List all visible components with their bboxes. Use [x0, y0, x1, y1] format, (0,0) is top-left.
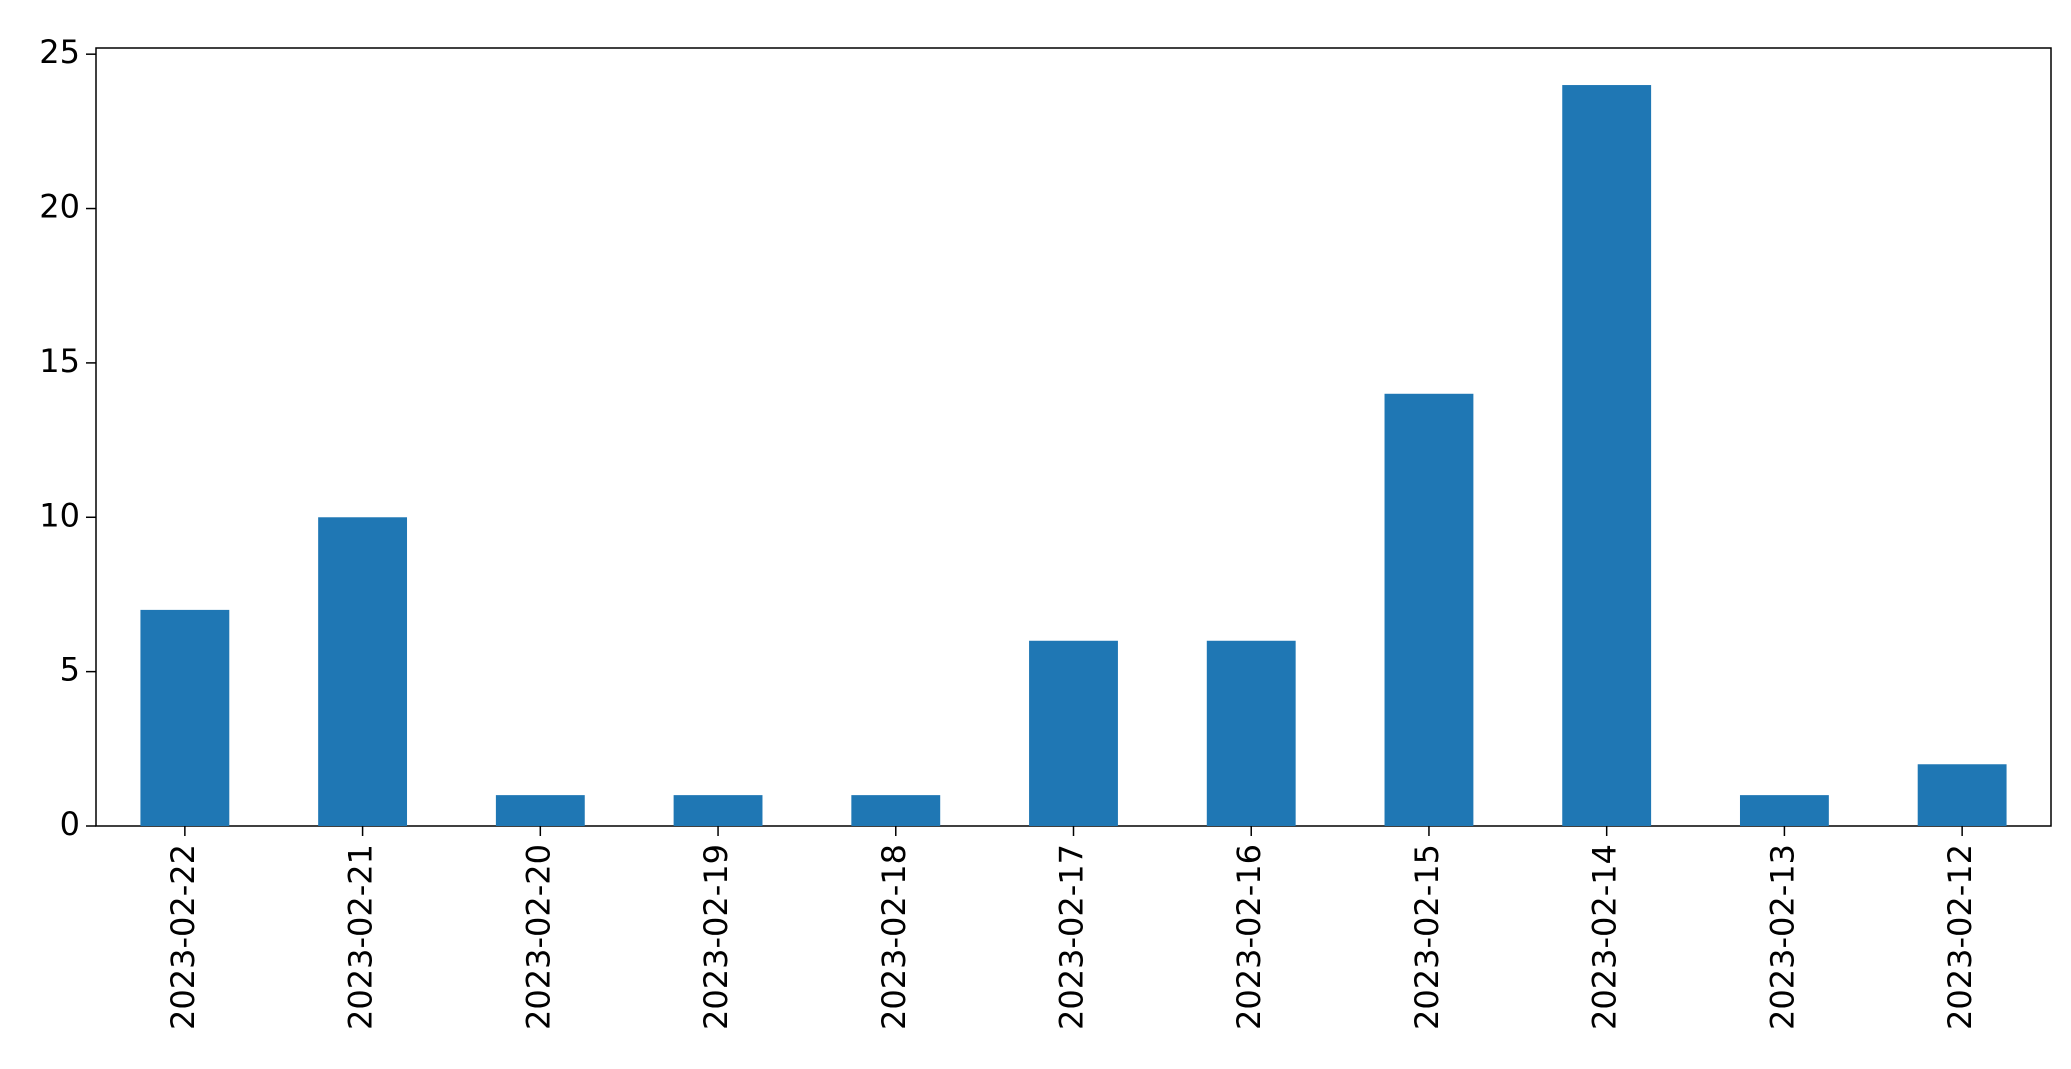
x-tick-label: 2023-02-19 [697, 844, 735, 1030]
bar [495, 795, 585, 826]
bar [1206, 640, 1296, 826]
bar [1029, 640, 1118, 826]
bar [1562, 85, 1652, 827]
x-tick-label: 2023-02-22 [164, 844, 202, 1030]
bar [673, 795, 763, 826]
bar [1917, 764, 2007, 826]
y-tick-label: 10 [39, 496, 80, 534]
x-tick-label: 2023-02-16 [1230, 844, 1268, 1030]
y-tick-label: 20 [39, 188, 80, 226]
x-tick-label: 2023-02-18 [875, 844, 913, 1030]
bar [1384, 393, 1474, 826]
x-tick-label: 2023-02-17 [1053, 844, 1091, 1030]
y-tick-label: 15 [39, 342, 80, 380]
x-tick-label: 2023-02-21 [342, 844, 380, 1030]
y-tick-label: 0 [60, 805, 80, 843]
bar [1739, 795, 1829, 826]
y-tick-label: 5 [60, 651, 80, 689]
x-tick-label: 2023-02-15 [1408, 844, 1446, 1030]
x-tick-label: 2023-02-12 [1941, 844, 1979, 1030]
x-tick-label: 2023-02-20 [519, 844, 557, 1030]
bar [851, 795, 941, 826]
bar [318, 517, 408, 826]
bar [140, 609, 230, 826]
x-tick-label: 2023-02-14 [1586, 844, 1624, 1030]
y-tick-label: 25 [39, 33, 80, 71]
x-tick-label: 2023-02-13 [1763, 844, 1801, 1030]
